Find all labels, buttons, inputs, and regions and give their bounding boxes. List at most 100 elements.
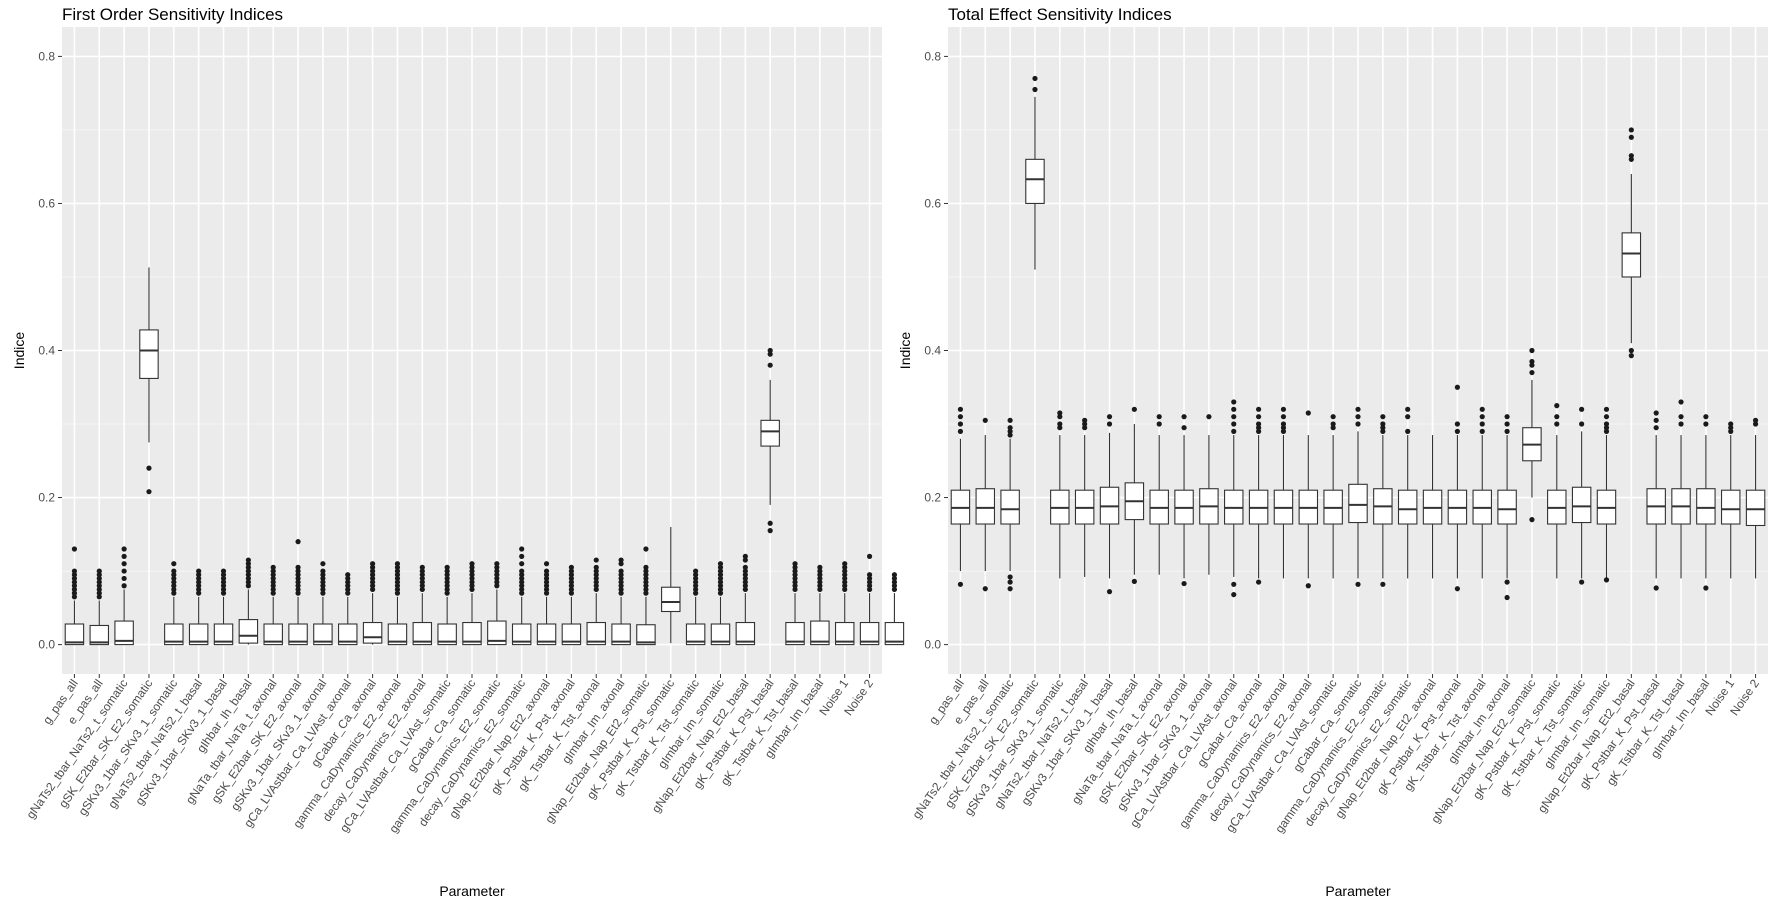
outlier-point <box>220 583 227 589</box>
box-3 <box>1000 417 1020 592</box>
outlier-point <box>1007 574 1013 580</box>
box-9 <box>1149 414 1169 575</box>
box-22 <box>1472 406 1492 579</box>
y-tick-label: 0.6 <box>38 196 55 210</box>
outlier-point <box>543 579 550 585</box>
outlier-point <box>1305 583 1311 589</box>
outlier-point <box>494 572 500 578</box>
outlier-point <box>1603 577 1610 583</box>
box-33 <box>1745 417 1766 579</box>
outlier-point <box>1082 417 1088 423</box>
box-2 <box>975 417 996 592</box>
outlier-point <box>370 561 376 567</box>
y-tick-label: 0.6 <box>924 196 941 210</box>
outlier-point <box>957 581 964 587</box>
outlier-point <box>618 586 624 593</box>
outlier-point <box>1703 414 1709 420</box>
outlier-point <box>792 583 798 589</box>
y-tick-label: 0.2 <box>924 491 941 505</box>
outlier-point <box>842 561 848 567</box>
outlier-point <box>71 575 78 582</box>
outlier-point <box>96 590 102 596</box>
box-29 <box>1646 410 1666 591</box>
outlier-point <box>295 572 301 578</box>
outlier-point <box>1504 428 1510 434</box>
outlier-point <box>469 583 475 589</box>
outlier-point <box>1380 414 1386 420</box>
outlier-point <box>494 583 500 589</box>
outlier-point <box>866 586 873 593</box>
outlier-point <box>370 575 376 582</box>
outlier-point <box>444 583 450 589</box>
outlier-point <box>866 583 873 589</box>
outlier-point <box>1057 421 1063 427</box>
outlier-point <box>519 590 525 596</box>
box-iqr <box>586 621 606 646</box>
outlier-point <box>1156 421 1162 427</box>
box-iqr <box>760 419 780 447</box>
outlier-point <box>717 572 724 578</box>
outlier-point <box>320 572 326 578</box>
outlier-point <box>270 568 276 574</box>
box-32 <box>834 561 855 646</box>
outlier-point <box>1678 421 1684 427</box>
outlier-point <box>1529 369 1535 376</box>
outlier-point <box>1653 425 1659 431</box>
box-31 <box>1696 414 1716 591</box>
outlier-point <box>568 572 574 578</box>
box-26 <box>1571 406 1592 585</box>
box-iqr <box>164 623 184 646</box>
outlier-point <box>1256 421 1262 427</box>
outlier-point <box>1504 594 1510 601</box>
outlier-point <box>71 586 78 593</box>
outlier-point <box>444 590 450 596</box>
box-10 <box>1174 414 1194 587</box>
outlier-point <box>494 561 500 567</box>
box-iqr <box>338 623 358 646</box>
outlier-point <box>320 590 326 596</box>
outlier-point <box>693 590 699 596</box>
outlier-point <box>519 561 525 567</box>
outlier-point <box>742 564 748 570</box>
outlier-point <box>1355 581 1361 587</box>
outlier-point <box>1156 414 1162 420</box>
outlier-point <box>519 572 525 578</box>
outlier-point <box>220 568 227 574</box>
outlier-point <box>320 561 326 567</box>
outlier-point <box>394 575 401 582</box>
outlier-point <box>767 528 773 534</box>
box-22 <box>586 557 606 646</box>
outlier-point <box>196 568 202 574</box>
outlier-point <box>1703 585 1709 591</box>
outlier-point <box>519 568 525 574</box>
box-iqr <box>89 624 110 646</box>
outlier-point <box>842 572 848 578</box>
outlier-point <box>1057 425 1063 431</box>
outlier-point <box>1628 353 1634 359</box>
outlier-point <box>71 594 78 600</box>
outlier-point <box>742 572 748 578</box>
outlier-point <box>693 583 699 589</box>
outlier-point <box>171 575 177 582</box>
outlier-point <box>419 586 425 593</box>
box-7 <box>213 568 234 646</box>
outlier-point <box>593 557 599 563</box>
outlier-point <box>1628 127 1634 133</box>
outlier-point <box>957 406 964 412</box>
outlier-point <box>643 579 649 585</box>
outlier-point <box>419 568 425 574</box>
outlier-point <box>618 583 624 589</box>
outlier-point <box>519 575 525 582</box>
outlier-point <box>842 564 848 570</box>
outlier-point <box>96 572 102 578</box>
outlier-point <box>121 568 127 574</box>
box-8 <box>1124 406 1145 584</box>
outlier-point <box>618 579 624 585</box>
outlier-point <box>593 572 599 578</box>
outlier-point <box>394 590 401 596</box>
box-30 <box>1671 399 1691 579</box>
outlier-point <box>320 575 326 582</box>
outlier-point <box>220 579 227 585</box>
box-iqr <box>238 619 259 644</box>
